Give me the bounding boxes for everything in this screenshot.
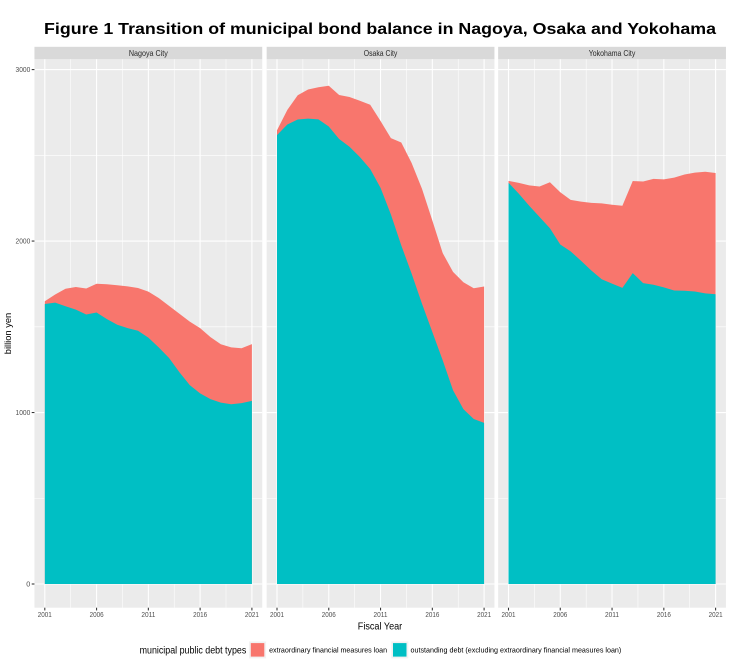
svg-text:2021: 2021 (477, 610, 491, 619)
svg-text:2006: 2006 (322, 610, 336, 619)
svg-text:municipal public debt types: municipal public debt types (140, 646, 247, 657)
svg-text:1000: 1000 (16, 408, 31, 417)
svg-text:outstanding debt (excluding ex: outstanding debt (excluding extraordinar… (411, 646, 622, 655)
svg-text:2011: 2011 (605, 610, 619, 619)
svg-text:2000: 2000 (16, 237, 31, 246)
svg-text:2006: 2006 (90, 610, 104, 619)
svg-text:2001: 2001 (502, 610, 516, 619)
svg-text:Fiscal Year: Fiscal Year (358, 621, 403, 632)
svg-text:billion yen: billion yen (3, 313, 14, 355)
svg-text:Figure 1 Transition of municip: Figure 1 Transition of municipal bond ba… (44, 21, 716, 38)
svg-text:3000: 3000 (16, 65, 31, 74)
svg-text:2006: 2006 (553, 610, 567, 619)
svg-text:0: 0 (26, 580, 30, 589)
svg-text:2016: 2016 (425, 610, 439, 619)
svg-text:2016: 2016 (193, 610, 207, 619)
svg-text:2011: 2011 (374, 610, 388, 619)
svg-text:2021: 2021 (245, 610, 259, 619)
svg-text:2011: 2011 (141, 610, 155, 619)
svg-text:extraordinary financial measur: extraordinary financial measures loan (269, 646, 387, 655)
svg-text:Yokohama City: Yokohama City (589, 48, 636, 58)
svg-text:2016: 2016 (657, 610, 671, 619)
svg-text:2001: 2001 (38, 610, 52, 619)
svg-text:2021: 2021 (709, 610, 723, 619)
svg-text:Nagoya City: Nagoya City (129, 48, 169, 58)
svg-text:2001: 2001 (270, 610, 284, 619)
svg-text:Osaka City: Osaka City (364, 48, 398, 58)
